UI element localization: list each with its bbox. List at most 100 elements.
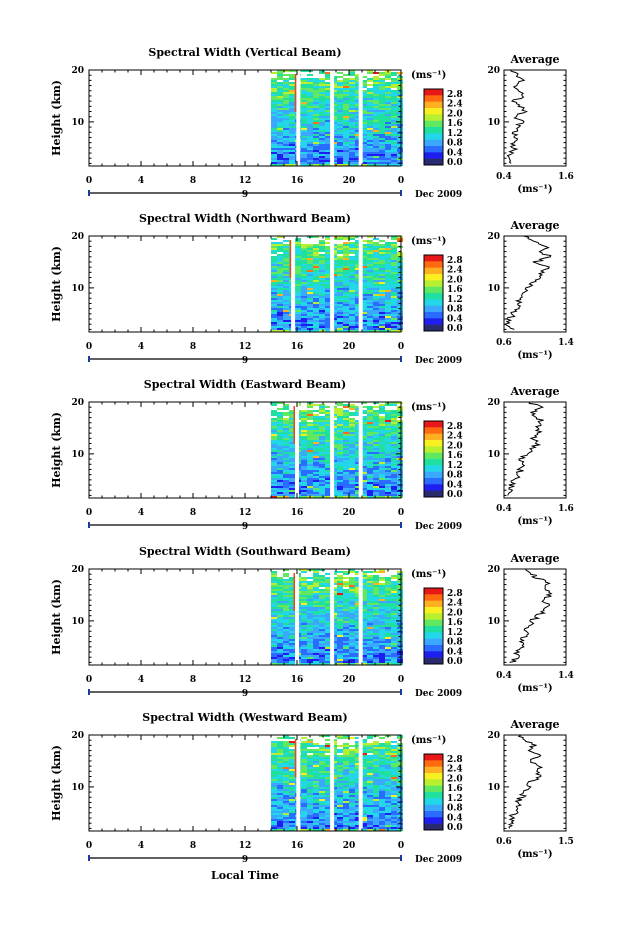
heatmap-cell bbox=[397, 663, 403, 665]
heatmap-cell bbox=[277, 641, 283, 643]
heatmap-cell bbox=[337, 404, 343, 406]
heatmap-cell bbox=[397, 480, 403, 482]
heatmap-cell bbox=[343, 142, 349, 144]
heatmap-cell bbox=[349, 645, 355, 647]
heatmap-cell bbox=[313, 322, 319, 324]
heatmap-cell bbox=[367, 641, 373, 643]
heatmap-cell bbox=[337, 625, 343, 627]
heatmap-cell bbox=[379, 298, 385, 300]
heatmap-cell bbox=[325, 314, 331, 316]
heatmap-cell bbox=[313, 637, 319, 639]
heatmap-cell bbox=[295, 276, 301, 278]
heatmap-cell bbox=[379, 653, 385, 655]
heatmap-cell bbox=[307, 106, 313, 108]
colorbar-swatch bbox=[424, 305, 443, 313]
heatmap-cell bbox=[367, 270, 373, 272]
heatmap-cell bbox=[283, 86, 289, 88]
x-tick-label: 0 bbox=[86, 342, 92, 352]
heatmap-cell bbox=[379, 104, 385, 106]
heatmap-cell bbox=[313, 124, 319, 126]
heatmap-cell bbox=[367, 414, 373, 416]
heatmap-cell bbox=[397, 464, 403, 466]
heatmap-cell bbox=[379, 270, 385, 272]
heatmap-cell bbox=[367, 635, 373, 637]
heatmap-cell bbox=[289, 801, 295, 803]
heatmap-cell bbox=[325, 140, 331, 142]
heatmap-cell bbox=[367, 661, 373, 663]
heatmap-cell bbox=[313, 633, 319, 635]
heatmap-cell bbox=[373, 262, 379, 264]
heatmap-cell bbox=[301, 116, 307, 118]
heatmap-cell bbox=[391, 442, 397, 444]
heatmap-cell bbox=[373, 112, 379, 114]
heatmap-cell bbox=[337, 486, 343, 488]
heatmap-cell bbox=[385, 160, 391, 162]
heatmap-cell bbox=[355, 635, 361, 637]
heatmap-cell bbox=[295, 298, 301, 300]
heatmap-cell bbox=[307, 621, 313, 623]
heatmap-cell bbox=[397, 583, 403, 585]
heatmap-cell bbox=[391, 418, 397, 420]
heatmap-cell bbox=[307, 410, 313, 412]
heatmap-cell bbox=[301, 112, 307, 114]
heatmap-cell bbox=[367, 98, 373, 100]
heatmap-cell bbox=[349, 260, 355, 262]
heatmap-cell bbox=[289, 124, 295, 126]
heatmap-cell bbox=[355, 256, 361, 258]
heatmap-cell bbox=[343, 406, 349, 408]
heatmap-cell bbox=[355, 571, 361, 573]
heatmap-cell bbox=[277, 96, 283, 98]
heatmap-cell bbox=[283, 617, 289, 619]
heatmap-cell bbox=[313, 607, 319, 609]
heatmap-cell bbox=[283, 440, 289, 442]
heatmap-cell bbox=[307, 438, 313, 440]
heatmap-cell bbox=[361, 619, 367, 621]
heatmap-cell bbox=[361, 132, 367, 134]
heatmap-cell bbox=[361, 240, 367, 242]
heatmap-cell bbox=[397, 631, 403, 633]
heatmap-cell bbox=[373, 156, 379, 158]
heatmap-cell bbox=[337, 653, 343, 655]
heatmap-cell bbox=[397, 140, 403, 142]
heatmap-cell bbox=[367, 486, 373, 488]
average-y-tick-label: 20 bbox=[487, 398, 500, 408]
heatmap-cell bbox=[277, 765, 283, 767]
heatmap-cell bbox=[355, 276, 361, 278]
heatmap-cell bbox=[307, 274, 313, 276]
heatmap-cell bbox=[373, 76, 379, 78]
heatmap-cell bbox=[379, 302, 385, 304]
heatmap-cell bbox=[361, 420, 367, 422]
heatmap-cell bbox=[277, 110, 283, 112]
heatmap-cell bbox=[313, 78, 319, 80]
heatmap-cell bbox=[319, 589, 325, 591]
heatmap-cell bbox=[319, 264, 325, 266]
heatmap-cell bbox=[361, 280, 367, 282]
heatmap-cell bbox=[391, 280, 397, 282]
heatmap-cell bbox=[307, 290, 313, 292]
heatmap-cell bbox=[301, 322, 307, 324]
heatmap-cell bbox=[307, 416, 313, 418]
heatmap-cell bbox=[349, 156, 355, 158]
heatmap-cell bbox=[373, 146, 379, 148]
heatmap-cell bbox=[379, 252, 385, 254]
heatmap-cell bbox=[349, 629, 355, 631]
heatmap-cell bbox=[367, 242, 373, 244]
heatmap-cell bbox=[379, 72, 385, 74]
heatmap-cell bbox=[385, 478, 391, 480]
heatmap-cell bbox=[313, 452, 319, 454]
heatmap-cell bbox=[373, 266, 379, 268]
heatmap-cell bbox=[283, 84, 289, 86]
heatmap-cell bbox=[367, 478, 373, 480]
heatmap-cell bbox=[373, 242, 379, 244]
heatmap-cell bbox=[301, 246, 307, 248]
heatmap-cell bbox=[379, 316, 385, 318]
heatmap-cell bbox=[283, 314, 289, 316]
heatmap-cell bbox=[361, 102, 367, 104]
heatmap-cell bbox=[361, 571, 367, 573]
heatmap-cell bbox=[307, 597, 313, 599]
heatmap-cell bbox=[337, 296, 343, 298]
heatmap-cell bbox=[337, 462, 343, 464]
heatmap-cell bbox=[283, 428, 289, 430]
heatmap-cell bbox=[379, 490, 385, 492]
heatmap-cell bbox=[301, 745, 307, 747]
